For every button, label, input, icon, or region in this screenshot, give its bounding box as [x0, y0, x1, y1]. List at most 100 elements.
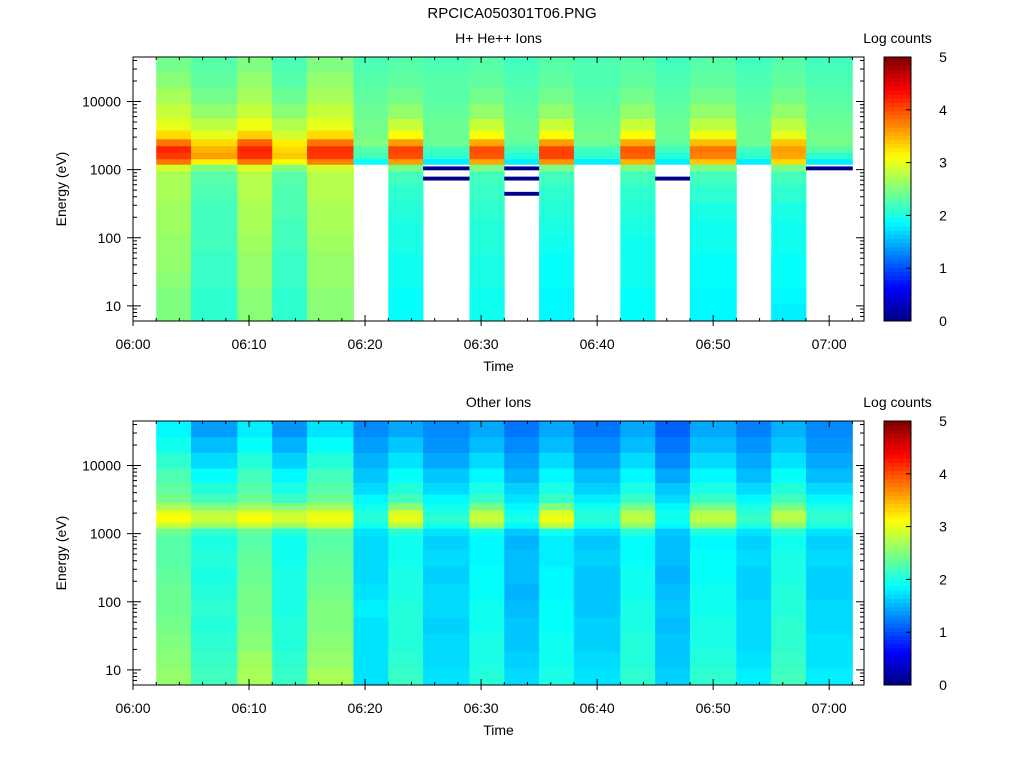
x-tick-label: 07:00	[812, 336, 847, 352]
heatmap-cell	[237, 600, 273, 618]
heatmap-cell	[620, 304, 656, 322]
heatmap-cell	[469, 436, 505, 453]
heatmap-cell	[771, 509, 807, 517]
heatmap-cell	[191, 509, 238, 517]
heatmap-cell	[388, 583, 424, 601]
colorbar-segment	[884, 304, 911, 310]
heatmap-cell	[353, 104, 389, 119]
heatmap-cell	[573, 668, 621, 686]
heatmap-cell	[573, 130, 621, 140]
heatmap-cell	[237, 219, 273, 237]
heatmap-cell	[423, 138, 470, 147]
heatmap-cell	[689, 494, 737, 504]
heatmap-cell	[469, 528, 505, 536]
heatmap-cell	[307, 436, 354, 453]
heatmap-cell	[771, 184, 807, 203]
colorbar-segment	[884, 540, 911, 546]
heatmap-cell	[272, 145, 308, 153]
heatmap-cell	[469, 304, 505, 322]
heatmap-cell	[805, 516, 853, 524]
colorbar-segment	[884, 156, 911, 161]
heatmap-cell	[237, 494, 273, 504]
heatmap-cell	[771, 468, 807, 483]
heatmap-cell	[620, 138, 656, 147]
heatmap-cell	[573, 494, 621, 504]
heatmap-cell	[771, 565, 807, 584]
heatmap-cell	[771, 535, 807, 550]
colorbar-segment	[884, 65, 911, 70]
colorbar-segment	[884, 610, 911, 616]
heatmap-cell	[805, 651, 853, 669]
colorbar-segment	[884, 643, 911, 649]
heatmap-cell	[272, 236, 308, 254]
heatmap-cell	[620, 502, 656, 511]
heatmap-cell	[272, 651, 308, 669]
heatmap-cell	[771, 104, 807, 119]
heatmap-cell	[689, 57, 737, 74]
heatmap-cell	[771, 152, 807, 160]
heatmap-cell	[620, 651, 656, 669]
heatmap-cell	[504, 651, 540, 669]
heatmap-cell	[655, 130, 691, 140]
heatmap-cell	[504, 616, 540, 635]
heatmap-cell	[689, 171, 737, 186]
colorbar-segment	[884, 598, 911, 604]
heatmap-cell	[272, 565, 308, 584]
colorbar-segment	[884, 61, 911, 66]
heatmap-cell	[469, 57, 505, 74]
heatmap-cell	[689, 468, 737, 483]
heatmap-cell	[620, 548, 656, 567]
colorbar-segment	[884, 312, 911, 318]
heatmap-cell	[156, 421, 192, 438]
heatmap-cell	[388, 104, 424, 119]
heatmap-cell	[156, 57, 192, 74]
heatmap-cell	[353, 548, 389, 567]
colorbar-segment	[884, 102, 911, 108]
heatmap-cell	[237, 528, 273, 536]
x-tick-label: 06:10	[232, 700, 267, 716]
heatmap-cell	[655, 548, 691, 567]
heatmap-cell	[156, 600, 192, 618]
heatmap-cell	[156, 583, 192, 601]
heatmap-cell	[736, 130, 772, 140]
heatmap-cell	[771, 130, 807, 140]
heatmap-cell	[504, 583, 540, 601]
heatmap-cell	[736, 118, 772, 131]
colorbar-segment	[884, 275, 911, 281]
colorbar-tick-label: 5	[939, 413, 947, 429]
heatmap-cell	[191, 468, 238, 483]
heatmap-cell	[272, 583, 308, 601]
colorbar-frame	[883, 420, 912, 686]
colorbar-segment	[884, 168, 911, 174]
heatmap-cell	[237, 509, 273, 517]
colorbar-label: Log counts	[863, 30, 932, 46]
heatmap-cell	[237, 468, 273, 483]
heatmap-cell	[771, 287, 807, 305]
heatmap-cell	[655, 88, 691, 105]
colorbar-tick-label: 0	[939, 677, 947, 693]
heatmap-cell	[771, 502, 807, 511]
heatmap-cell	[156, 436, 192, 453]
heatmap-cell	[689, 152, 737, 160]
colorbar-segment	[884, 511, 911, 517]
heatmap-cell	[191, 634, 238, 652]
heatmap-cell	[307, 164, 354, 172]
heatmap-cell	[191, 600, 238, 618]
heatmap-cell	[573, 651, 621, 669]
colorbar-segment	[884, 425, 911, 430]
heatmap-cell	[539, 138, 575, 147]
heatmap-cell	[353, 528, 389, 536]
colorbar-segment	[884, 180, 911, 186]
heatmap-cell	[689, 130, 737, 140]
colorbar-segment	[884, 528, 911, 533]
heatmap-cell	[771, 158, 807, 165]
x-tick-label: 06:20	[348, 700, 383, 716]
heatmap-cell	[272, 468, 308, 483]
heatmap-cell	[388, 634, 424, 652]
heatmap-cell	[423, 548, 470, 567]
heatmap-cell	[736, 57, 772, 74]
heatmap-cell	[655, 528, 691, 536]
colorbar-segment	[884, 627, 911, 632]
heatmap-cell	[307, 516, 354, 524]
heatmap-cell	[237, 583, 273, 601]
